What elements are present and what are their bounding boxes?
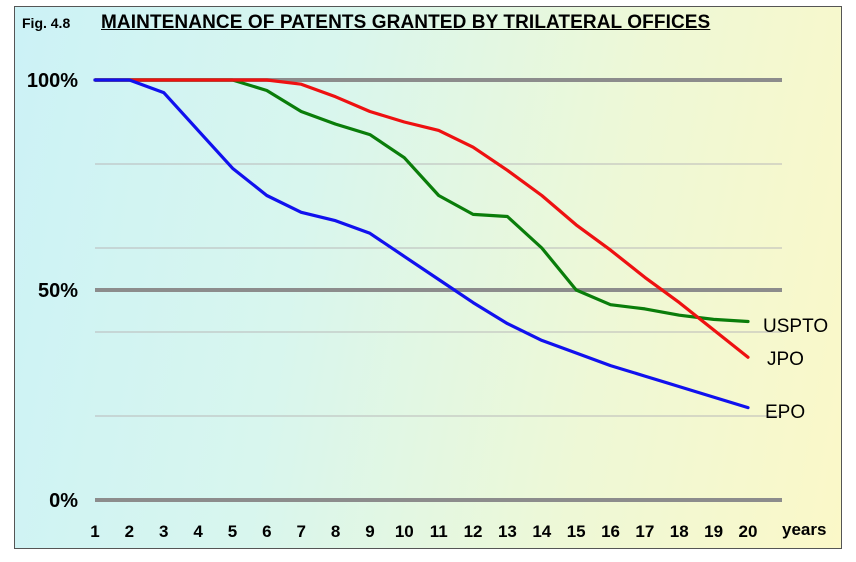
y-tick-label: 0%	[49, 490, 78, 512]
x-tick-label: 11	[430, 522, 448, 541]
x-tick-label: 10	[395, 522, 414, 541]
x-tick-label: 4	[193, 522, 203, 541]
x-tick-label: 12	[464, 522, 483, 541]
figure-label: Fig. 4.8	[22, 15, 71, 31]
series-line-uspto	[93, 78, 750, 324]
chart-frame	[14, 6, 842, 549]
y-tick-label: 50%	[38, 280, 78, 302]
chart-title: MAINTENANCE OF PATENTS GRANTED BY TRILAT…	[101, 12, 711, 33]
x-tick-label: 13	[498, 522, 517, 541]
x-tick-label: 6	[262, 522, 271, 541]
x-tick-label: 1	[90, 522, 99, 541]
x-tick-label: 20	[739, 522, 758, 541]
x-tick-label: 19	[704, 522, 723, 541]
x-tick-label: 9	[365, 522, 374, 541]
y-tick-label: 100%	[27, 70, 78, 92]
x-tick-label: 16	[601, 522, 620, 541]
series-label-uspto: USPTO	[763, 316, 828, 337]
x-tick-label: 17	[635, 522, 654, 541]
series-label-jpo: JPO	[767, 349, 804, 370]
series-line-jpo	[93, 78, 750, 359]
x-tick-label: 3	[159, 522, 168, 541]
x-axis-label: years	[782, 520, 826, 539]
x-tick-label: 14	[532, 522, 551, 541]
x-tick-label: 2	[125, 522, 134, 541]
x-tick-label: 7	[296, 522, 305, 541]
x-tick-label: 15	[567, 522, 586, 541]
x-tick-label: 8	[331, 522, 340, 541]
x-tick-label: 18	[670, 522, 689, 541]
series-label-epo: EPO	[765, 402, 805, 423]
x-tick-label: 5	[228, 522, 237, 541]
series-line-epo	[93, 78, 750, 410]
